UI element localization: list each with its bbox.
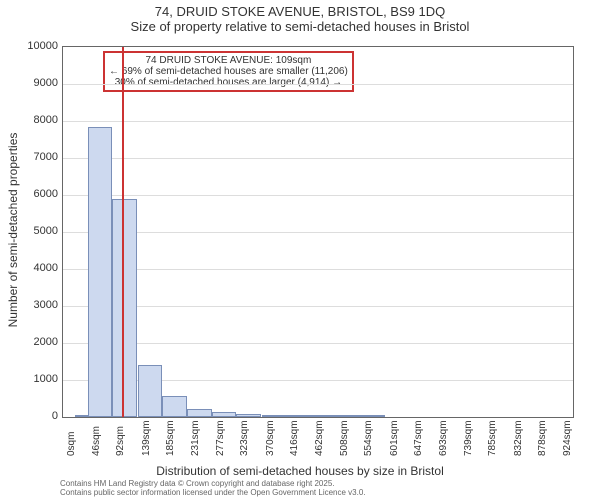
xtick-label: 554sqm bbox=[363, 420, 374, 456]
histogram-bar bbox=[88, 127, 113, 417]
footer-attribution: Contains HM Land Registry data © Crown c… bbox=[60, 480, 366, 498]
xtick-label: 508sqm bbox=[339, 420, 350, 456]
xtick-label: 277sqm bbox=[215, 420, 226, 456]
x-axis-label: Distribution of semi-detached houses by … bbox=[0, 464, 600, 478]
xtick-label: 323sqm bbox=[239, 420, 250, 456]
xtick-label: 46sqm bbox=[91, 426, 102, 456]
histogram-bar bbox=[112, 199, 137, 417]
xtick-label: 462sqm bbox=[314, 420, 325, 456]
chart-container: 74, DRUID STOKE AVENUE, BRISTOL, BS9 1DQ… bbox=[0, 0, 600, 500]
xtick-label: 370sqm bbox=[265, 420, 276, 456]
annotation-line3: 30% of semi-detached houses are larger (… bbox=[109, 77, 348, 88]
annotation-line1: 74 DRUID STOKE AVENUE: 109sqm bbox=[109, 55, 348, 66]
ytick-label: 0 bbox=[8, 410, 58, 422]
title-subtitle: Size of property relative to semi-detach… bbox=[0, 19, 600, 34]
xtick-label: 139sqm bbox=[141, 420, 152, 456]
gridline bbox=[63, 343, 573, 344]
histogram-bar bbox=[162, 396, 187, 417]
histogram-bar bbox=[138, 365, 163, 417]
ytick-label: 5000 bbox=[8, 225, 58, 237]
property-marker-line bbox=[122, 47, 124, 417]
xtick-label: 231sqm bbox=[190, 420, 201, 456]
xtick-label: 0sqm bbox=[66, 432, 77, 456]
xtick-label: 693sqm bbox=[438, 420, 449, 456]
ytick-label: 8000 bbox=[8, 114, 58, 126]
xtick-label: 878sqm bbox=[537, 420, 548, 456]
histogram-bar bbox=[262, 415, 287, 417]
xtick-label: 185sqm bbox=[165, 420, 176, 456]
gridline bbox=[63, 195, 573, 196]
ytick-label: 7000 bbox=[8, 151, 58, 163]
ytick-label: 2000 bbox=[8, 336, 58, 348]
gridline bbox=[63, 269, 573, 270]
xtick-label: 416sqm bbox=[289, 420, 300, 456]
ytick-label: 9000 bbox=[8, 77, 58, 89]
histogram-bar bbox=[360, 415, 385, 417]
xtick-label: 832sqm bbox=[513, 420, 524, 456]
xtick-label: 92sqm bbox=[115, 426, 126, 456]
ytick-label: 3000 bbox=[8, 299, 58, 311]
gridline bbox=[63, 84, 573, 85]
xtick-label: 601sqm bbox=[389, 420, 400, 456]
ytick-label: 10000 bbox=[8, 40, 58, 52]
histogram-bar bbox=[236, 414, 261, 417]
title-address: 74, DRUID STOKE AVENUE, BRISTOL, BS9 1DQ bbox=[0, 4, 600, 19]
histogram-bar bbox=[187, 409, 212, 418]
gridline bbox=[63, 121, 573, 122]
histogram-bar bbox=[311, 415, 336, 417]
ytick-label: 1000 bbox=[8, 373, 58, 385]
histogram-bar bbox=[286, 415, 311, 417]
xtick-label: 924sqm bbox=[562, 420, 573, 456]
ytick-label: 6000 bbox=[8, 188, 58, 200]
xtick-label: 739sqm bbox=[463, 420, 474, 456]
gridline bbox=[63, 306, 573, 307]
histogram-bar bbox=[336, 415, 361, 417]
footer-line2: Contains public sector information licen… bbox=[60, 489, 366, 498]
histogram-bar bbox=[212, 412, 237, 417]
annotation-line2: ← 69% of semi-detached houses are smalle… bbox=[109, 66, 348, 77]
ytick-label: 4000 bbox=[8, 262, 58, 274]
title-block: 74, DRUID STOKE AVENUE, BRISTOL, BS9 1DQ… bbox=[0, 0, 600, 34]
annotation-box: 74 DRUID STOKE AVENUE: 109sqm ← 69% of s… bbox=[103, 51, 354, 92]
plot-area: 74 DRUID STOKE AVENUE: 109sqm ← 69% of s… bbox=[62, 46, 574, 418]
xtick-label: 785sqm bbox=[487, 420, 498, 456]
gridline bbox=[63, 158, 573, 159]
gridline bbox=[63, 232, 573, 233]
xtick-label: 647sqm bbox=[413, 420, 424, 456]
